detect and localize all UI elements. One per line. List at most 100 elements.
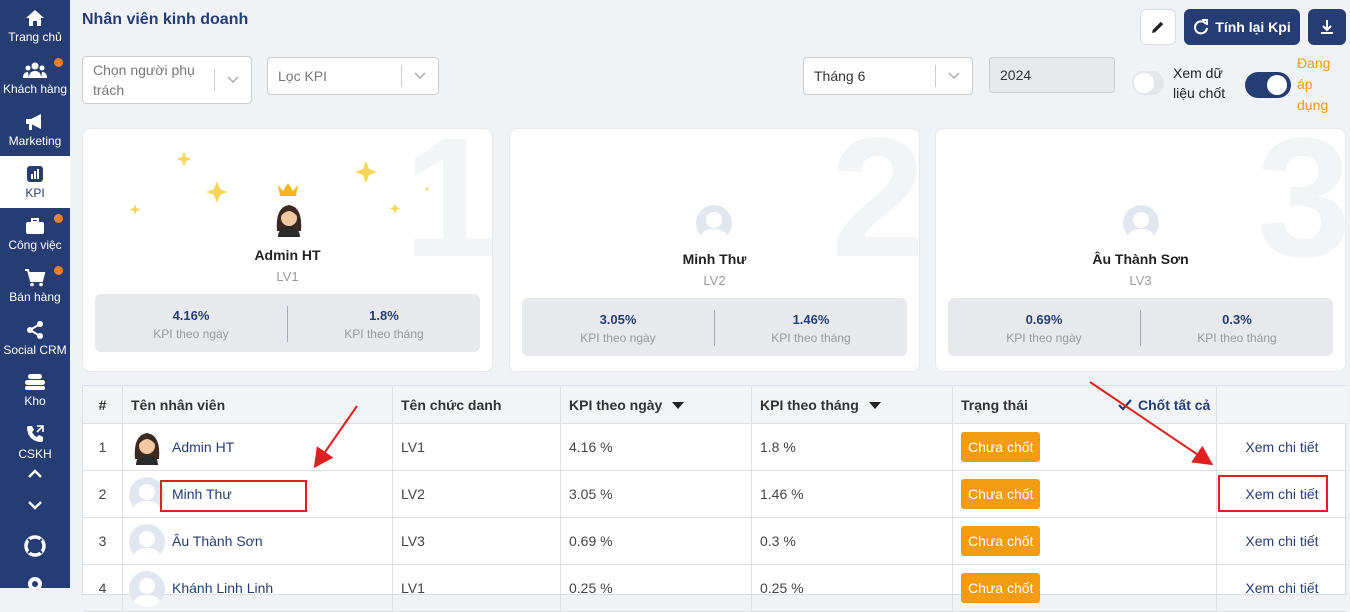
sidebar-item-label: KPI bbox=[25, 185, 45, 200]
row-status-cell: Chưa chốt bbox=[953, 518, 1217, 565]
status-badge[interactable]: Chưa chốt bbox=[961, 479, 1041, 509]
settings-button[interactable] bbox=[0, 572, 70, 588]
sidebar-item-social-crm[interactable]: Social CRM bbox=[0, 312, 70, 364]
employee-name-link[interactable]: Âu Thành Sơn bbox=[172, 533, 263, 549]
user-placeholder-icon bbox=[133, 531, 161, 560]
kpi-month-value: 1.8% bbox=[369, 308, 399, 323]
support-button[interactable] bbox=[0, 534, 70, 558]
check-icon bbox=[1118, 399, 1132, 411]
notification-dot bbox=[54, 58, 63, 67]
podium-level: LV1 bbox=[276, 269, 299, 284]
kpi-month-value: 0.3% bbox=[1222, 312, 1252, 327]
annotation-arrow bbox=[1089, 381, 1214, 466]
status-badge[interactable]: Chưa chốt bbox=[961, 432, 1041, 462]
user-placeholder-icon bbox=[133, 484, 161, 513]
col-kpi-day-label: KPI theo ngày bbox=[569, 397, 663, 413]
sidebar-item-warehouse[interactable]: Kho bbox=[0, 364, 70, 416]
person-select-placeholder: Chọn người phụ trách bbox=[93, 62, 195, 98]
warehouse-icon bbox=[25, 373, 45, 390]
sidebar-item-label: Khách hàng bbox=[2, 81, 68, 96]
podium-name: Admin HT bbox=[254, 247, 321, 263]
kpi-month-value: 1.46% bbox=[792, 312, 830, 327]
table-row: 2 Minh Thư LV2 3.05 % 1.46 % Chưa chốt X… bbox=[83, 471, 1347, 518]
col-kpi-month[interactable]: KPI theo tháng bbox=[752, 386, 953, 424]
kpi-filter-select[interactable]: Lọc KPI bbox=[267, 57, 439, 95]
kpi-table: # Tên nhân viên Tên chức danh KPI theo n… bbox=[82, 385, 1347, 612]
row-index: 3 bbox=[83, 518, 123, 565]
page-title: Nhân viên kinh doanh bbox=[82, 11, 249, 28]
table-row: 1 Admin HT LV1 4.16 % 1.8 % Chưa chốt Xe… bbox=[83, 424, 1347, 471]
sparkle-icon bbox=[129, 151, 429, 215]
sidebar-item-sales[interactable]: Bán hàng bbox=[0, 260, 70, 312]
podium-name: Âu Thành Sơn bbox=[1092, 251, 1189, 267]
sort-down-icon bbox=[672, 402, 685, 409]
download-button[interactable] bbox=[1308, 9, 1346, 45]
sidebar-item-label: Kho bbox=[24, 393, 46, 408]
sidebar-item-kpi[interactable]: KPI bbox=[0, 156, 70, 208]
view-detail-link[interactable]: Xem chi tiết bbox=[1245, 533, 1319, 549]
rank-number: 2 bbox=[830, 128, 920, 293]
sidebar-item-customer-care[interactable]: CSKH bbox=[0, 416, 70, 468]
col-status: Trạng thái Chốt tất cả bbox=[953, 386, 1217, 424]
main-content: Nhân viên kinh doanh Tính lại Kpi Chọn n… bbox=[70, 0, 1350, 612]
podium-name: Minh Thư bbox=[682, 251, 747, 267]
chevron-up-icon bbox=[28, 469, 42, 478]
kpi-day-label: KPI theo ngày bbox=[153, 327, 229, 341]
scroll-down-button[interactable] bbox=[0, 493, 70, 517]
view-detail-link[interactable]: Xem chi tiết bbox=[1245, 486, 1319, 502]
pencil-icon bbox=[1152, 21, 1164, 33]
avatar bbox=[696, 205, 732, 241]
applying-label: Đang áp dụng bbox=[1297, 55, 1331, 113]
sort-down-icon bbox=[868, 402, 881, 409]
sidebar-item-home[interactable]: Trang chủ bbox=[0, 0, 70, 52]
view-locked-label: Xem dữ liệu chốt bbox=[1173, 65, 1226, 101]
megaphone-icon bbox=[26, 113, 41, 130]
row-kpi-month: 1.8 % bbox=[752, 424, 953, 471]
briefcase-icon bbox=[26, 217, 44, 234]
user-placeholder-icon bbox=[700, 212, 728, 241]
view-detail-link[interactable]: Xem chi tiết bbox=[1245, 439, 1319, 455]
chevron-down-icon bbox=[948, 72, 960, 80]
row-name-cell: Admin HT bbox=[123, 424, 393, 471]
employee-name-link[interactable]: Minh Thư bbox=[172, 486, 232, 502]
share-icon bbox=[27, 320, 43, 339]
users-icon bbox=[23, 62, 47, 78]
status-badge[interactable]: Chưa chốt bbox=[961, 526, 1041, 556]
col-kpi-day[interactable]: KPI theo ngày bbox=[561, 386, 752, 424]
sidebar-item-label: Marketing bbox=[8, 133, 62, 148]
sidebar-item-customers[interactable]: Khách hàng bbox=[0, 52, 70, 104]
col-status-label: Trạng thái bbox=[961, 397, 1028, 413]
sidebar-item-label: Social CRM bbox=[3, 342, 67, 357]
kpi-day-value: 3.05% bbox=[599, 312, 637, 327]
kpi-month-label: KPI theo tháng bbox=[771, 331, 851, 345]
chevron-down-icon bbox=[227, 76, 239, 84]
recalculate-kpi-button[interactable]: Tính lại Kpi bbox=[1184, 9, 1300, 45]
sidebar-item-tasks[interactable]: Công việc bbox=[0, 208, 70, 260]
row-kpi-month: 0.3 % bbox=[752, 518, 953, 565]
year-field[interactable]: 2024 bbox=[989, 57, 1115, 93]
sidebar: Trang chủ Khách hàng Marketing KPI Công … bbox=[0, 0, 70, 588]
lock-all-button[interactable]: Chốt tất cả bbox=[1118, 386, 1210, 424]
sidebar-item-label: CSKH bbox=[18, 446, 52, 461]
recalculate-kpi-label: Tính lại Kpi bbox=[1215, 19, 1291, 35]
applying-toggle[interactable] bbox=[1245, 72, 1291, 98]
view-locked-toggle[interactable] bbox=[1132, 71, 1164, 95]
row-index: 2 bbox=[83, 471, 123, 518]
person-select[interactable]: Chọn người phụ trách bbox=[82, 56, 252, 104]
row-status-cell: Chưa chốt bbox=[953, 424, 1217, 471]
cart-icon bbox=[25, 268, 46, 286]
kpi-day-value: 0.69% bbox=[1025, 312, 1063, 327]
edit-button[interactable] bbox=[1140, 9, 1176, 45]
crown-icon bbox=[278, 183, 298, 196]
month-select[interactable]: Tháng 6 bbox=[803, 57, 973, 95]
employee-name-link[interactable]: Admin HT bbox=[172, 439, 235, 455]
sidebar-item-marketing[interactable]: Marketing bbox=[0, 104, 70, 156]
scroll-up-button[interactable] bbox=[0, 462, 70, 486]
col-position: Tên chức danh bbox=[393, 386, 561, 424]
table-header: # Tên nhân viên Tên chức danh KPI theo n… bbox=[83, 386, 1347, 424]
avatar bbox=[134, 433, 160, 465]
annotation-arrow bbox=[313, 405, 358, 469]
podium-stats: 4.16% KPI theo ngày 1.8% KPI theo tháng bbox=[95, 294, 480, 352]
col-name: Tên nhân viên bbox=[123, 386, 393, 424]
notification-dot bbox=[54, 266, 63, 275]
